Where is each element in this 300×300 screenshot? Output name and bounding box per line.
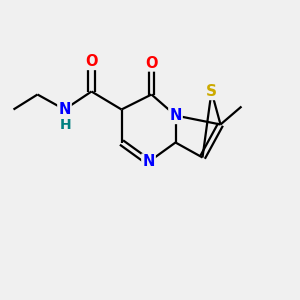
Text: O: O	[85, 54, 98, 69]
Text: N: N	[142, 154, 155, 169]
Text: H: H	[59, 118, 71, 132]
Text: N: N	[58, 102, 71, 117]
Text: O: O	[145, 56, 158, 70]
Text: S: S	[206, 84, 217, 99]
Text: N: N	[169, 108, 182, 123]
